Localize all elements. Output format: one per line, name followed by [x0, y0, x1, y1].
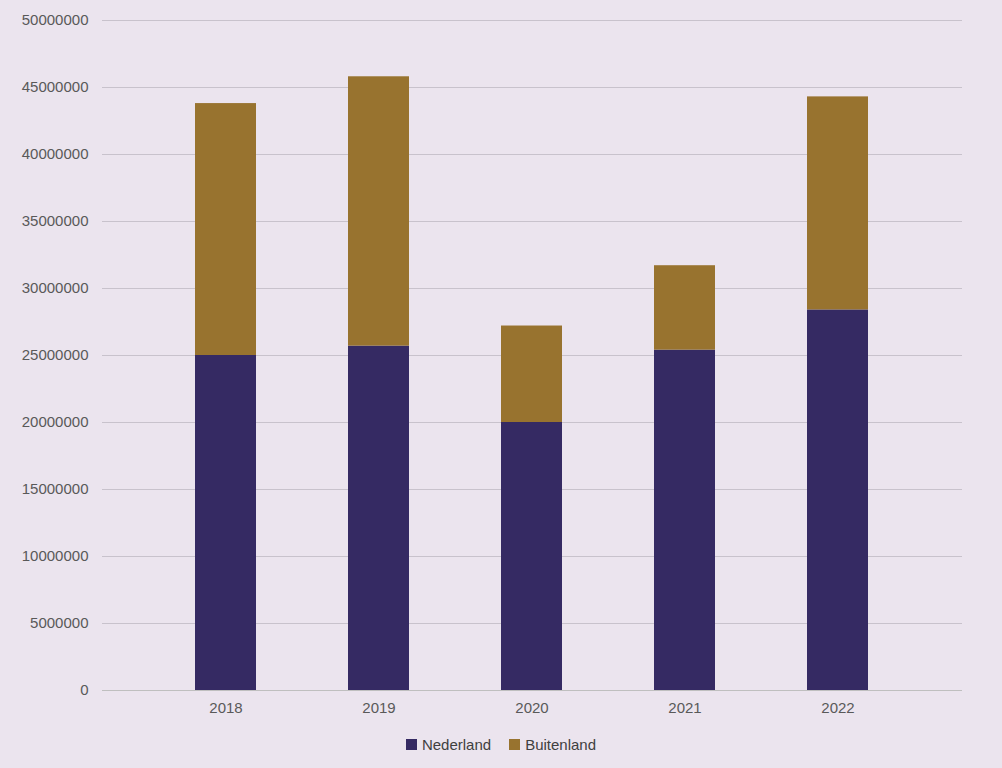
svg-text:45000000: 45000000: [22, 78, 89, 95]
svg-text:2018: 2018: [209, 699, 242, 716]
svg-text:40000000: 40000000: [22, 145, 89, 162]
svg-text:30000000: 30000000: [22, 279, 89, 296]
html-text:Nederland: Nederland: [421, 735, 492, 753]
svg-text:35000000: 35000000: [22, 212, 89, 229]
svg-text:25000000: 25000000: [22, 346, 89, 363]
svg-text:10000000: 10000000: [22, 547, 89, 564]
svg-text:2022: 2022: [821, 699, 854, 716]
svg-text:20000000: 20000000: [22, 413, 89, 430]
svg-text:2020: 2020: [515, 699, 548, 716]
svg-text:50000000: 50000000: [22, 11, 89, 28]
svg-text:2019: 2019: [362, 699, 395, 716]
svg-text:2021: 2021: [668, 699, 701, 716]
html-text:Buitenland: Buitenland: [525, 735, 597, 753]
svg-text:15000000: 15000000: [22, 480, 89, 497]
svg-text:0: 0: [80, 681, 88, 698]
svg-text:5000000: 5000000: [30, 614, 88, 631]
